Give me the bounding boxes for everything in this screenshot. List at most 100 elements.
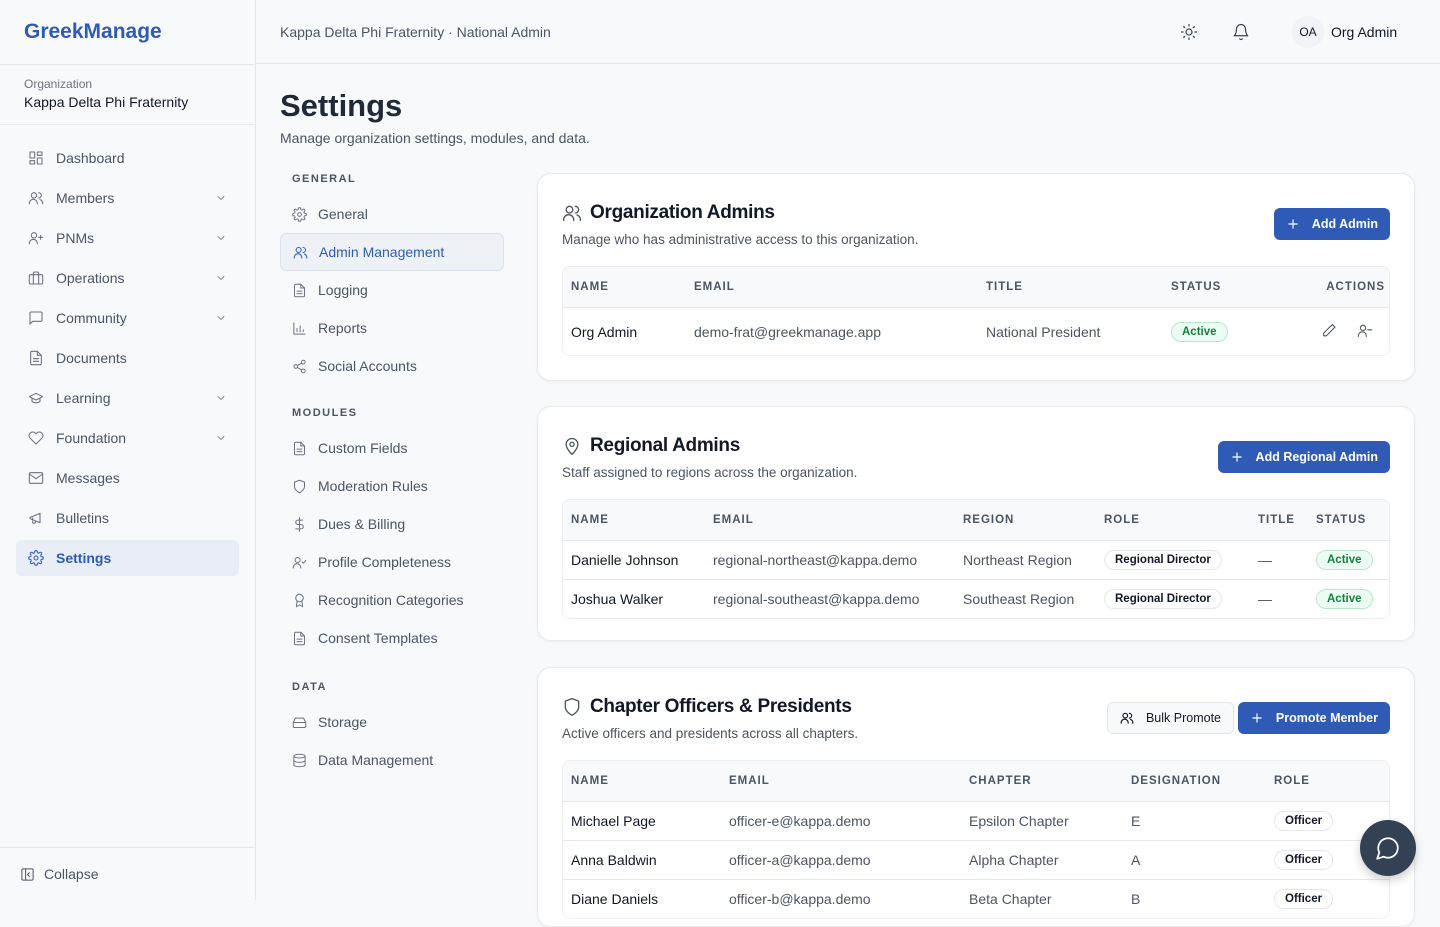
plus-icon (1252, 713, 1262, 723)
cell-name: Diane Daniels (571, 891, 659, 907)
settings-nav-dues-billing[interactable]: Dues & Billing (280, 505, 504, 543)
column-header: NAME (571, 514, 609, 526)
chevron-down-icon[interactable] (215, 432, 227, 444)
chevron-down-icon[interactable] (215, 272, 227, 284)
table-row: Org Admin demo-frat@greekmanage.app Nati… (563, 307, 1389, 355)
theme-toggle-sun-icon[interactable] (1180, 23, 1198, 41)
card-description: Manage who has administrative access to … (562, 232, 919, 247)
settings-nav-storage[interactable]: Storage (280, 703, 504, 741)
document-icon (294, 283, 305, 297)
sidebar-item-label: Settings (56, 550, 112, 566)
remove-admin-button[interactable] (1357, 322, 1373, 341)
settings-nav-consent-templates[interactable]: Consent Templates (280, 619, 504, 657)
avatar[interactable]: OA (1292, 16, 1324, 48)
settings-nav-social-accounts[interactable]: Social Accounts (280, 347, 504, 385)
column-header: TITLE (1258, 514, 1295, 526)
sidebar-item-settings[interactable]: Settings (16, 540, 239, 576)
organization-switcher[interactable]: Organization Kappa Delta Phi Fraternity (0, 64, 255, 125)
users-icon (563, 205, 581, 222)
sidebar-item-documents[interactable]: Documents (16, 340, 239, 376)
settings-nav-label: Moderation Rules (318, 478, 428, 494)
users-icon (293, 246, 308, 259)
sidebar-item-messages[interactable]: Messages (16, 460, 239, 496)
settings-nav-profile-completeness[interactable]: Profile Completeness (280, 543, 504, 581)
megaphone-icon (29, 512, 41, 524)
cell-email: officer-b@kappa.demo (729, 891, 871, 907)
settings-nav-label: Data Management (318, 752, 434, 768)
settings-nav-general[interactable]: General (280, 195, 504, 233)
sidebar-item-bulletins[interactable]: Bulletins (16, 500, 239, 536)
cell-role: Officer (1274, 811, 1334, 831)
settings-nav-data-management[interactable]: Data Management (280, 741, 504, 779)
column-header: NAME (571, 775, 609, 787)
chevron-down-icon[interactable] (215, 192, 227, 204)
sidebar-item-foundation[interactable]: Foundation (16, 420, 239, 456)
sidebar-item-label: Foundation (56, 430, 127, 446)
chat-support-button[interactable] (1360, 820, 1416, 876)
sidebar-item-dashboard[interactable]: Dashboard (16, 140, 239, 176)
dashboard-icon (29, 151, 43, 165)
sidebar-item-operations[interactable]: Operations (16, 260, 239, 296)
card-title: Chapter Officers & Presidents (590, 696, 852, 717)
share-icon (293, 359, 306, 373)
section-modules-label: MODULES (292, 407, 358, 419)
add-admin-button[interactable]: Add Admin (1273, 208, 1390, 240)
cell-name: Danielle Johnson (571, 552, 679, 568)
sidebar-item-label: Messages (56, 470, 120, 486)
sidebar-item-learning[interactable]: Learning (16, 380, 239, 416)
card-title: Organization Admins (590, 202, 775, 223)
organization-admins-table: NAME EMAIL TITLE STATUS ACTIONS Org Admi… (562, 266, 1390, 356)
storage-icon (292, 717, 307, 728)
settings-nav-custom-fields[interactable]: Custom Fields (280, 429, 504, 467)
settings-nav-admin-management[interactable]: Admin Management (280, 233, 504, 271)
settings-nav-recognition-categories[interactable]: Recognition Categories (280, 581, 504, 619)
page-subtitle: Manage organization settings, modules, a… (280, 130, 590, 146)
chevron-down-icon[interactable] (215, 392, 227, 404)
settings-nav-label: Dues & Billing (318, 516, 406, 532)
chapter-officers-table: NAME EMAIL CHAPTER DESIGNATION ROLE Michael P… (562, 760, 1390, 919)
regional-admins-table: NAME EMAIL REGION ROLE TITLE STATUS Danielle J… (562, 499, 1390, 619)
gear-icon (292, 206, 307, 222)
sidebar-item-community[interactable]: Community (16, 300, 239, 336)
cell-chapter: Beta Chapter (969, 891, 1052, 907)
button-label: Add Regional Admin (1255, 450, 1378, 464)
table-header: NAME EMAIL CHAPTER DESIGNATION ROLE (563, 761, 1389, 801)
collapse-button[interactable]: Collapse (0, 847, 255, 900)
settings-nav-logging[interactable]: Logging (280, 271, 504, 309)
sidebar-item-members[interactable]: Members (16, 180, 239, 216)
settings-nav-label: Recognition Categories (318, 592, 464, 608)
chevron-down-icon[interactable] (215, 232, 227, 244)
settings-nav-reports[interactable]: Reports (280, 309, 504, 347)
logo[interactable]: GreekManage (24, 20, 162, 43)
plus-icon (1288, 219, 1298, 229)
cell-email: officer-e@kappa.demo (729, 813, 871, 829)
user-name[interactable]: Org Admin (1331, 24, 1398, 40)
sidebar-item-label: Learning (56, 390, 111, 406)
settings-nav-moderation-rules[interactable]: Moderation Rules (280, 467, 504, 505)
settings-nav-label: Reports (318, 320, 368, 336)
cell-name: Michael Page (571, 813, 656, 829)
notifications-bell-icon[interactable] (1232, 23, 1250, 41)
button-label: Promote Member (1275, 711, 1378, 725)
organization-admins-card: Organization Admins Manage who has admin… (537, 173, 1415, 381)
document-icon (294, 441, 305, 455)
chevron-down-icon[interactable] (215, 312, 227, 324)
cell-email: regional-southeast@kappa.demo (713, 591, 920, 607)
column-header: STATUS (1316, 514, 1367, 526)
bulk-promote-button[interactable]: Bulk Promote (1106, 702, 1234, 734)
database-icon (293, 753, 306, 767)
cell-region: Southeast Region (963, 591, 1075, 607)
column-header: ROLE (1104, 514, 1140, 526)
cell-chapter: Alpha Chapter (969, 852, 1059, 868)
settings-nav-label: Admin Management (319, 244, 445, 260)
edit-admin-button[interactable] (1321, 322, 1337, 341)
column-header: STATUS (1171, 281, 1222, 293)
sidebar-item-pnms[interactable]: PNMs (16, 220, 239, 256)
promote-member-button[interactable]: Promote Member (1237, 702, 1390, 734)
cell-chapter: Epsilon Chapter (969, 813, 1069, 829)
cell-title: — (1258, 591, 1272, 607)
sidebar-nav: Dashboard Members PNMs Operations Community D… (16, 140, 239, 580)
add-regional-admin-button[interactable]: Add Regional Admin (1217, 441, 1390, 473)
organization-name: Kappa Delta Phi Fraternity (24, 94, 189, 110)
award-icon (295, 593, 304, 607)
